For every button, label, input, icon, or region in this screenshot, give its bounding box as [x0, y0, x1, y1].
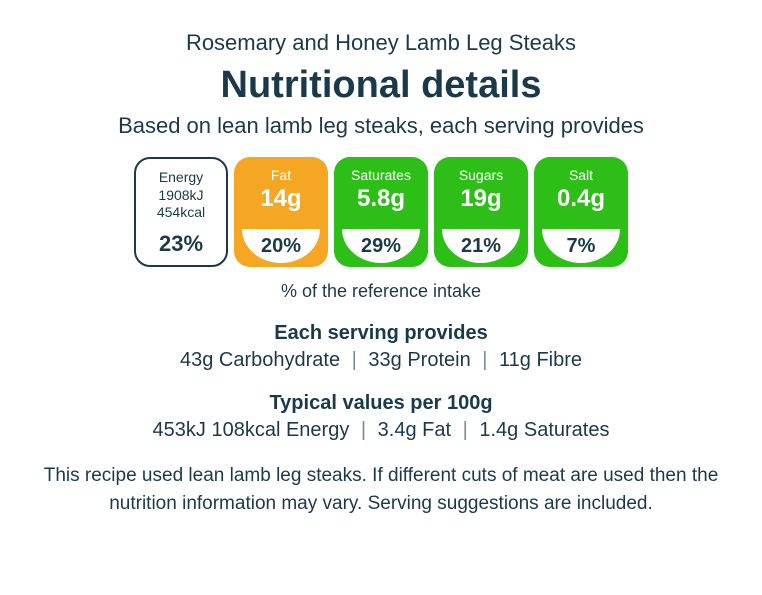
subtitle: Based on lean lamb leg steaks, each serv… — [40, 113, 722, 139]
per100g-heading: Typical values per 100g — [40, 392, 722, 415]
badge-sub: 1908kJ — [157, 187, 205, 204]
badge-percent: 20% — [242, 229, 320, 263]
nutrition-badges: Energy 1908kJ 454kcal 23% Fat 14g 20% Sa… — [40, 157, 722, 267]
badge-label: Sugars — [459, 167, 503, 183]
serving-item: 11g Fibre — [499, 349, 582, 371]
serving-heading: Each serving provides — [40, 322, 722, 345]
footnote: This recipe used lean lamb leg steaks. I… — [40, 462, 722, 517]
recipe-title: Rosemary and Honey Lamb Leg Steaks — [40, 30, 722, 56]
badge-label: Fat — [271, 167, 291, 183]
badge-salt: Salt 0.4g 7% — [534, 157, 628, 267]
reference-intake-label: % of the reference intake — [40, 281, 722, 302]
badge-value: 19g — [460, 185, 501, 213]
badge-sugars: Sugars 19g 21% — [434, 157, 528, 267]
per100g-item: 453kJ 108kcal Energy — [153, 419, 350, 441]
badge-percent: 23% — [142, 227, 220, 261]
separator: | — [463, 419, 468, 441]
per100g-items: 453kJ 108kcal Energy | 3.4g Fat | 1.4g S… — [40, 419, 722, 442]
badge-value: 14g — [260, 185, 301, 213]
badge-value: 0.4g — [557, 185, 605, 213]
separator: | — [361, 419, 366, 441]
badge-fat: Fat 14g 20% — [234, 157, 328, 267]
main-heading: Nutritional details — [40, 64, 722, 107]
badge-label: Saturates — [351, 167, 411, 183]
separator: | — [482, 349, 487, 371]
serving-items: 43g Carbohydrate | 33g Protein | 11g Fib… — [40, 349, 722, 372]
badge-saturates: Saturates 5.8g 29% — [334, 157, 428, 267]
per100g-item: 3.4g Fat — [378, 419, 451, 441]
badge-percent: 21% — [442, 229, 520, 263]
badge-percent: 7% — [542, 229, 620, 263]
badge-label: Energy — [159, 169, 203, 185]
per100g-item: 1.4g Saturates — [479, 419, 609, 441]
serving-item: 43g Carbohydrate — [180, 349, 340, 371]
badge-value: 5.8g — [357, 185, 405, 213]
separator: | — [352, 349, 357, 371]
badge-percent: 29% — [342, 229, 420, 263]
badge-sub: 454kcal — [157, 204, 205, 221]
badge-label: Salt — [569, 167, 593, 183]
serving-item: 33g Protein — [368, 349, 470, 371]
badge-energy: Energy 1908kJ 454kcal 23% — [134, 157, 228, 267]
